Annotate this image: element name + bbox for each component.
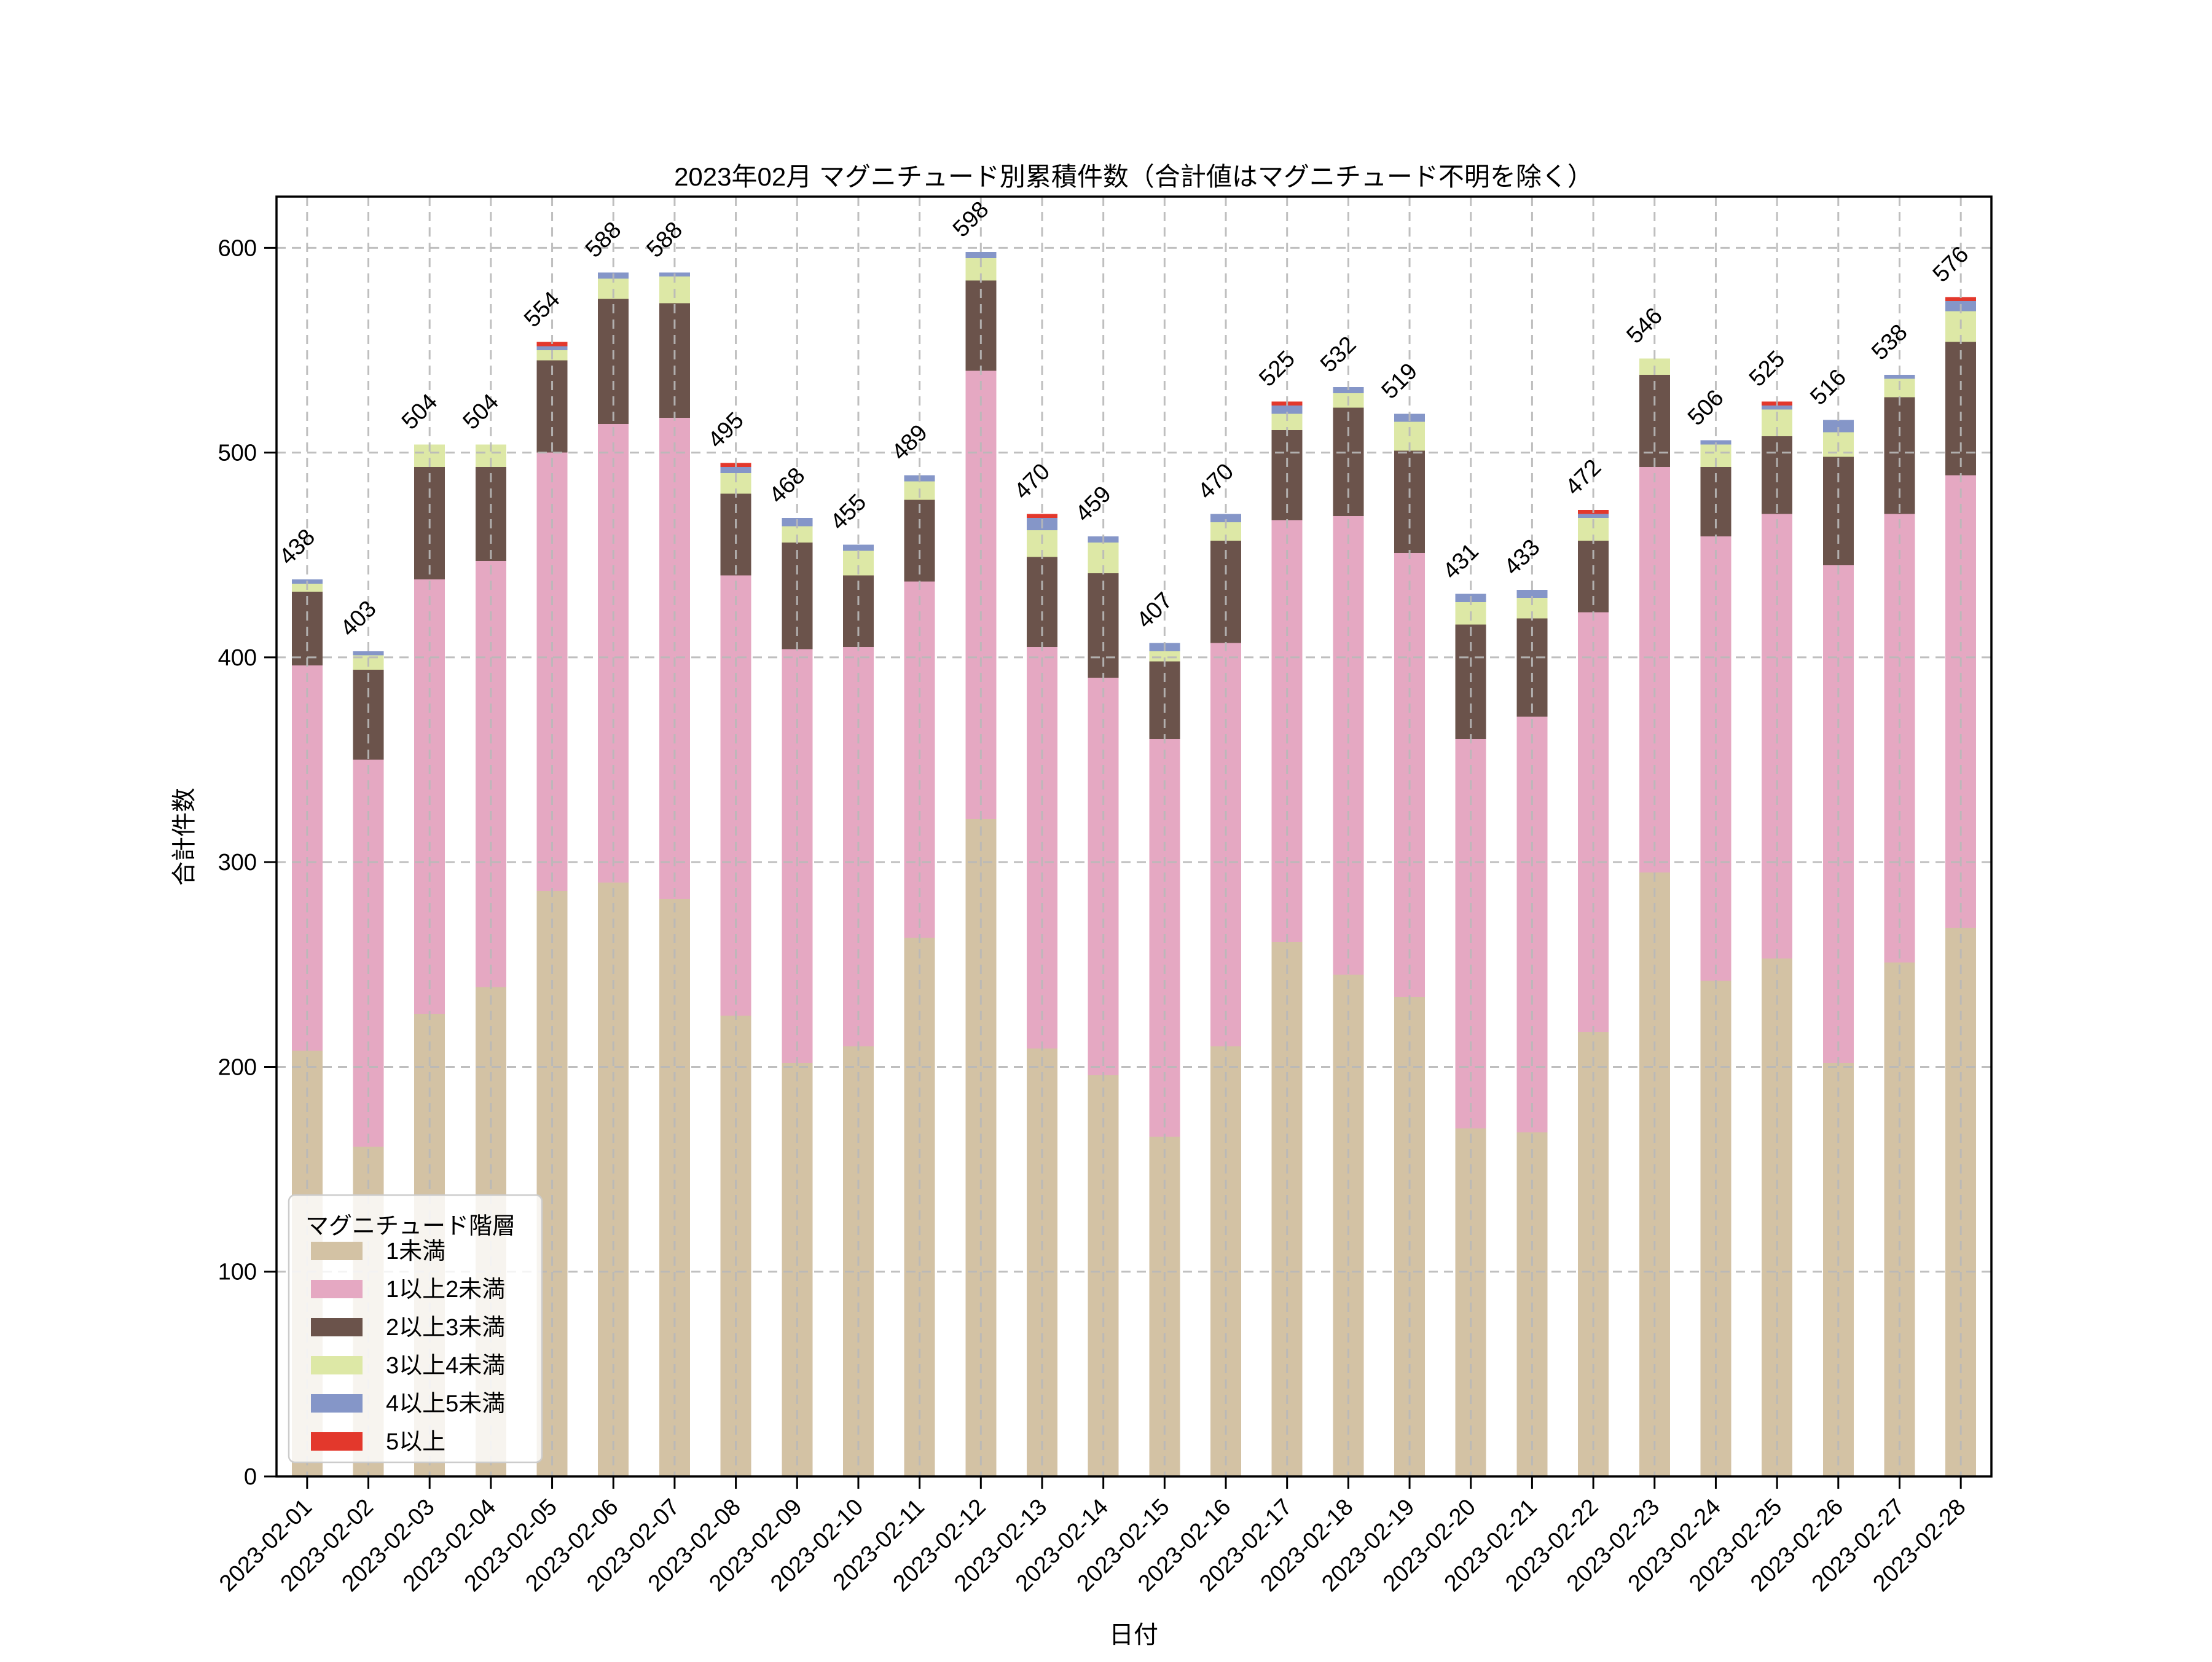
- bar-segment-1以上2未満: [782, 649, 813, 1063]
- bar-segment-1未満: [1578, 1032, 1609, 1476]
- legend-entry: 1以上2未満: [311, 1277, 505, 1303]
- chart-title: 2023年02月 マグニチュード別累積件数（合計値はマグニチュード不明を除く）: [674, 162, 1593, 191]
- bar-total-label: 403: [335, 596, 382, 642]
- bar-total-label: 525: [1254, 346, 1300, 392]
- bar-total-label: 455: [826, 489, 872, 535]
- bar-segment-1未満: [1394, 997, 1426, 1476]
- bar-total-label: 504: [397, 389, 443, 435]
- bar-total-label: 546: [1622, 303, 1668, 349]
- bar-total-label: 470: [1010, 458, 1056, 504]
- bar-segment-1未満: [1822, 1062, 1854, 1476]
- bar-segment-4以上5未満: [1210, 514, 1242, 522]
- bar-total-label: 433: [1499, 535, 1545, 581]
- bar-2023-02-22: [1578, 509, 1609, 1476]
- bar-total-label: 506: [1683, 385, 1729, 431]
- bar-segment-4以上5未満: [1762, 405, 1793, 410]
- bar-total-label: 431: [1438, 538, 1484, 584]
- bar-total-label: 516: [1805, 364, 1851, 410]
- bar-total-label: 598: [948, 197, 994, 243]
- bar-2023-02-26: [1822, 420, 1854, 1476]
- bar-total-label: 532: [1316, 332, 1362, 378]
- bar-segment-1以上2未満: [1333, 515, 1364, 975]
- bar-2023-02-06: [598, 272, 629, 1476]
- bar-segment-1以上2未満: [598, 423, 629, 883]
- legend-entry: 3以上4未満: [311, 1353, 505, 1379]
- legend-entry-label: 1未満: [386, 1239, 445, 1264]
- legend-entries-group: 1未満 1以上2未満 2以上3未満 3以上4未満 4以上5未満 5以上: [311, 1239, 505, 1455]
- bar-total-label: 438: [275, 524, 321, 570]
- bar-segment-1未満: [782, 1062, 813, 1476]
- bar-total-label: 525: [1744, 346, 1790, 392]
- bar-total-label: 554: [519, 286, 565, 332]
- y-tick-label: 600: [218, 235, 257, 261]
- legend: マグニチュード階層 1未満 1以上2未満 2以上3未満 3以上4未満 4以上5未満 5以上: [288, 1194, 543, 1464]
- bar-total-label: 588: [581, 217, 627, 263]
- bar-segment-2以上3未満: [475, 466, 506, 562]
- legend-entry: 4以上5未満: [311, 1391, 505, 1417]
- y-tick-label: 500: [218, 441, 257, 466]
- legend-entry: 2以上3未満: [311, 1315, 505, 1341]
- legend-entry-label: 3以上4未満: [386, 1353, 505, 1379]
- legend-swatch: [311, 1280, 363, 1298]
- bar-segment-1未満: [965, 819, 997, 1476]
- bar-segment-1以上2未満: [1271, 520, 1303, 943]
- bar-total-label: 504: [458, 389, 504, 435]
- y-axis-label: 合計件数: [171, 788, 198, 886]
- bar-total-label: 468: [764, 463, 810, 509]
- y-tick-label: 300: [218, 850, 257, 876]
- bar-segment-1以上2未満: [536, 452, 568, 891]
- legend-swatch: [311, 1318, 363, 1336]
- bar-total-label: 407: [1132, 587, 1178, 633]
- bar-segment-4以上5未満: [1822, 420, 1854, 433]
- legend-entry-label: 2以上3未満: [386, 1315, 505, 1341]
- bar-segment-2以上3未満: [1945, 342, 1977, 476]
- bar-total-label: 459: [1070, 481, 1116, 527]
- legend-swatch: [311, 1356, 363, 1374]
- bar-segment-4以上5未満: [1700, 440, 1732, 445]
- y-tick-label: 0: [244, 1464, 257, 1490]
- legend-entry: 1未満: [311, 1239, 445, 1264]
- bar-total-label: 519: [1377, 358, 1423, 404]
- bars-group: [291, 251, 1977, 1476]
- bar-2023-02-18: [1333, 386, 1364, 1476]
- bar-total-label: 470: [1193, 458, 1239, 504]
- legend-title: マグニチュード階層: [305, 1213, 516, 1239]
- bar-total-label: 495: [703, 407, 749, 453]
- bar-segment-5以上: [1026, 514, 1057, 519]
- legend-entry: 5以上: [311, 1429, 445, 1455]
- legend-swatch: [311, 1394, 363, 1413]
- bar-segment-5以上: [1945, 297, 1977, 301]
- y-tick-label: 200: [218, 1054, 257, 1080]
- bar-segment-4以上5未満: [1516, 589, 1548, 598]
- bar-segment-4以上5未満: [536, 346, 568, 350]
- legend-entry-label: 1以上2未満: [386, 1277, 505, 1303]
- bar-segment-4以上5未満: [1884, 374, 1915, 379]
- legend-swatch: [311, 1432, 363, 1451]
- legend-swatch: [311, 1242, 363, 1260]
- bar-segment-4以上5未満: [1578, 514, 1609, 519]
- legend-entry-label: 4以上5未満: [386, 1391, 505, 1417]
- bar-segment-4以上5未満: [842, 544, 874, 551]
- bar-2023-02-27: [1884, 374, 1915, 1476]
- bar-total-label: 588: [642, 217, 688, 263]
- y-tick-label: 100: [218, 1260, 257, 1285]
- bar-segment-1以上2未満: [1578, 612, 1609, 1032]
- bar-segment-2以上3未満: [536, 360, 568, 453]
- bar-2023-02-09: [782, 518, 813, 1476]
- bar-segment-4以上5未満: [353, 651, 384, 656]
- y-tick-label: 400: [218, 645, 257, 671]
- x-axis-label: 日付: [1109, 1621, 1158, 1648]
- legend-entry-label: 5以上: [386, 1429, 445, 1455]
- bar-segment-2以上3未満: [353, 669, 384, 760]
- bar-total-label: 538: [1867, 319, 1913, 366]
- bar-segment-4以上5未満: [965, 251, 997, 258]
- bar-segment-3以上4未満: [1149, 651, 1180, 662]
- bar-segment-4以上5未満: [720, 466, 751, 473]
- plot-frame: [275, 195, 1993, 1478]
- bar-segment-4以上5未満: [1271, 405, 1303, 414]
- bar-total-label: 489: [887, 420, 933, 466]
- bar-total-label: 472: [1561, 455, 1607, 501]
